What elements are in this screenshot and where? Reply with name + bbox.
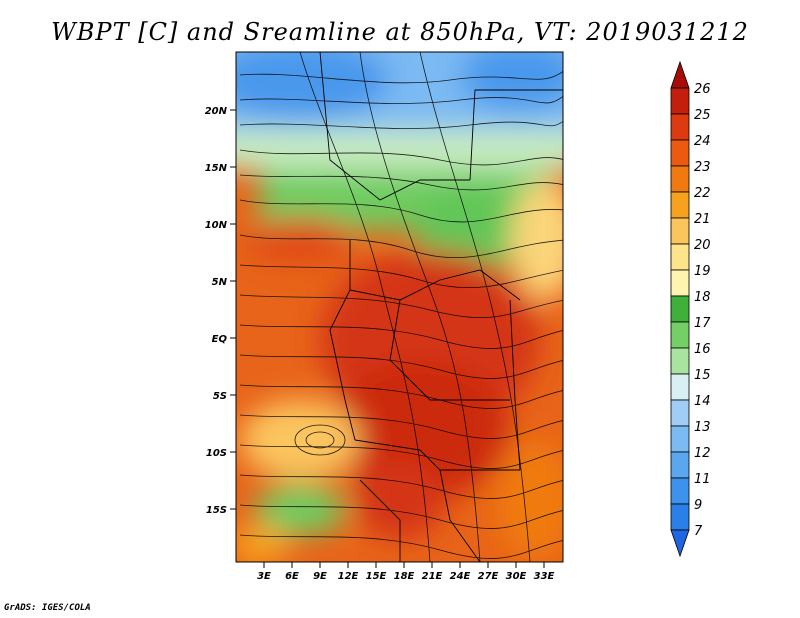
colorbar-swatch — [670, 321, 690, 349]
lon-label: 21E — [422, 571, 443, 582]
longitude-axis: 3E 6E 9E 12E 15E 18E 21E 24E 27E 30E 33E — [257, 562, 555, 582]
colorbar-swatch — [670, 477, 690, 505]
lon-label: 3E — [257, 571, 271, 582]
colorbar-label: 23 — [694, 160, 711, 175]
colorbar-swatch — [670, 451, 690, 479]
lon-label: 15E — [366, 571, 387, 582]
colorbar-label: 13 — [694, 420, 711, 435]
colorbar-label: 7 — [694, 524, 703, 539]
colorbar-swatch — [670, 165, 690, 193]
colorbar-swatch — [670, 217, 690, 245]
lat-label: 10N — [205, 220, 228, 231]
grads-credit: GrADS: IGES/COLA — [4, 603, 91, 613]
colorbar-swatch — [670, 295, 690, 323]
lon-label: 30E — [506, 571, 527, 582]
colorbar-swatch — [670, 269, 690, 297]
colorbar-label: 9 — [694, 498, 702, 513]
lon-label: 18E — [394, 571, 415, 582]
lat-label: 15N — [205, 163, 228, 174]
colorbar-label: 19 — [694, 264, 711, 279]
colorbar-swatch — [670, 399, 690, 427]
colorbar-label: 12 — [694, 446, 711, 461]
colorbar-label: 17 — [694, 316, 711, 331]
colorbar-swatch — [670, 425, 690, 453]
lat-label: 15S — [206, 505, 227, 516]
colorbar-swatch — [670, 60, 690, 89]
colorbar-swatch — [670, 373, 690, 401]
colorbar-label: 11 — [694, 472, 711, 487]
streamlines — [239, 52, 563, 562]
lon-label: 24E — [450, 571, 471, 582]
colorbar-swatch — [670, 529, 690, 558]
colorbar-label: 22 — [694, 186, 711, 201]
colorbar-swatch — [670, 191, 690, 219]
colorbar: 7 9 11 12 13 14 15 16 17 18 19 20 21 22 23 24 25 26 — [670, 60, 711, 558]
colorbar-label: 26 — [694, 82, 711, 97]
colorbar-swatch — [670, 503, 690, 531]
colorbar-swatch — [670, 87, 690, 115]
lon-label: 33E — [534, 571, 555, 582]
lat-label: EQ — [212, 334, 228, 345]
colorbar-label: 24 — [694, 134, 711, 149]
country-borders — [319, 52, 563, 562]
latitude-axis: 20N 15N 10N 5N EQ 5S 10S 15S — [205, 106, 236, 516]
lon-label: 6E — [285, 571, 299, 582]
lat-label: 5N — [212, 277, 228, 288]
colorbar-label: 14 — [694, 394, 711, 409]
lat-label: 5S — [213, 391, 227, 402]
colorbar-swatch — [670, 139, 690, 167]
colorbar-label: 15 — [694, 368, 711, 383]
colorbar-label: 20 — [694, 238, 711, 253]
wbpt-field — [236, 52, 563, 562]
lon-label: 12E — [338, 571, 359, 582]
map-frame — [235, 51, 564, 563]
colorbar-label: 18 — [694, 290, 711, 305]
colorbar-swatch — [670, 113, 690, 141]
colorbar-swatch — [670, 347, 690, 375]
colorbar-swatch — [670, 243, 690, 271]
lon-label: 27E — [478, 571, 499, 582]
lon-label: 9E — [313, 571, 327, 582]
colorbar-label: 25 — [694, 108, 711, 123]
colorbar-label: 21 — [694, 212, 711, 227]
lat-label: 20N — [205, 106, 228, 117]
lat-label: 10S — [206, 448, 227, 459]
chart-title: WBPT [C] and Sreamline at 850hPa, VT: 20… — [51, 18, 749, 46]
colorbar-label: 16 — [694, 342, 711, 357]
